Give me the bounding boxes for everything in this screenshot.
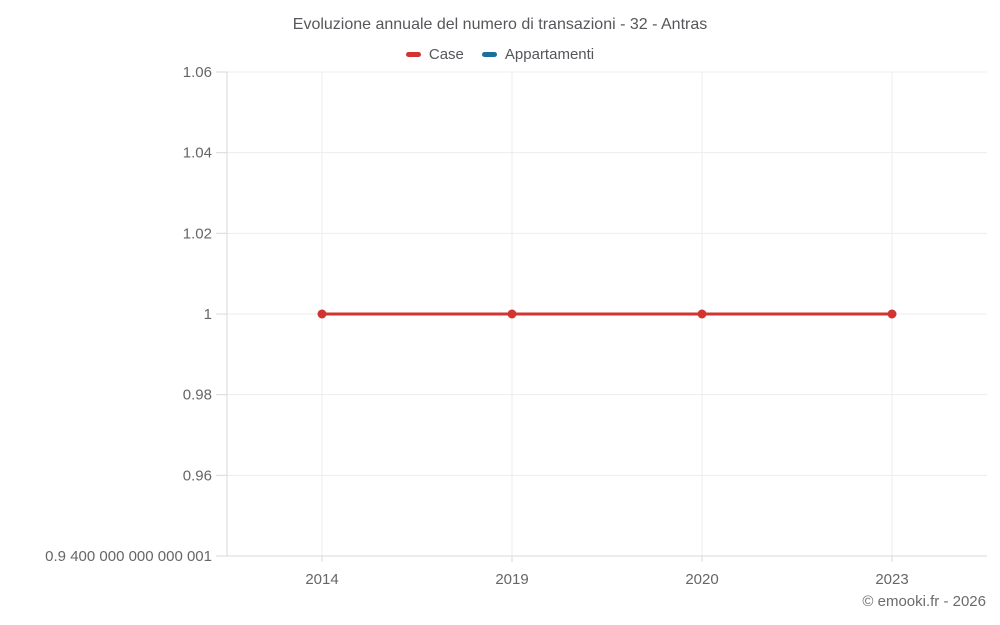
y-axis-tick-label: 1.02	[183, 225, 212, 242]
legend: Case Appartamenti	[0, 46, 1000, 63]
y-axis-tick-label: 1	[204, 306, 212, 323]
data-point-marker[interactable]	[697, 309, 707, 319]
x-axis-tick-label: 2023	[875, 571, 908, 588]
data-point-marker[interactable]	[507, 309, 517, 319]
legend-swatch-appartamenti-icon	[481, 52, 497, 57]
y-axis-tick-label: 1.06	[183, 64, 212, 81]
y-axis-tick-label: 0.9 400 000 000 000 001	[45, 548, 212, 565]
legend-item-case[interactable]: Case	[405, 46, 464, 63]
x-axis-tick-label: 2020	[685, 571, 718, 588]
legend-label-case: Case	[428, 46, 464, 63]
x-axis-tick-label: 2014	[305, 571, 338, 588]
legend-swatch-case-icon	[405, 52, 421, 57]
x-axis-tick-label: 2019	[495, 571, 528, 588]
legend-item-appartamenti[interactable]: Appartamenti	[481, 46, 595, 63]
legend-label-appartamenti: Appartamenti	[504, 46, 595, 63]
y-axis-tick-label: 1.04	[183, 145, 212, 162]
chart-title: Evoluzione annuale del numero di transaz…	[292, 16, 708, 33]
data-point-marker[interactable]	[317, 309, 327, 319]
y-axis-tick-label: 0.98	[183, 387, 212, 404]
y-axis-tick-label: 0.96	[183, 467, 212, 484]
copyright: © emooki.fr - 2026	[862, 593, 986, 610]
data-point-marker[interactable]	[887, 309, 897, 319]
